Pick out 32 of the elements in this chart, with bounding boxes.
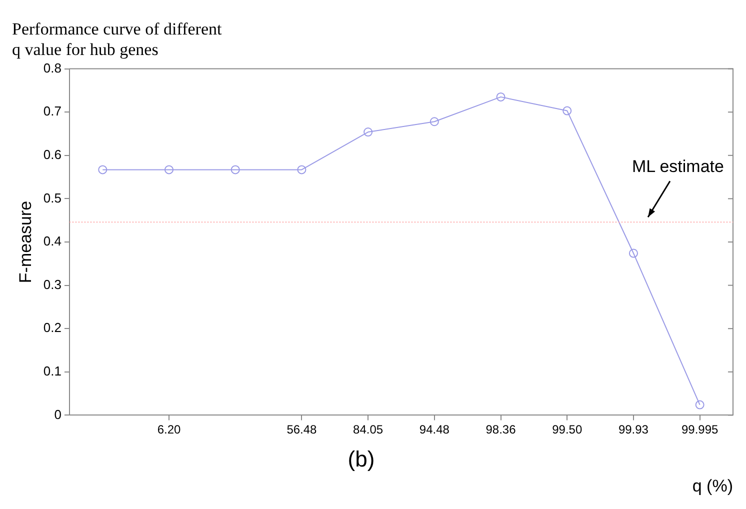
x-tick-label: 84.05 bbox=[353, 422, 384, 437]
text: (b) bbox=[348, 446, 375, 472]
point bbox=[562, 106, 572, 116]
x-tick-label: 6.20 bbox=[157, 422, 182, 437]
point bbox=[695, 400, 704, 410]
y-tick-label: 0.5 bbox=[43, 190, 62, 206]
y-axis-title: F-measure bbox=[16, 200, 35, 284]
point bbox=[628, 248, 638, 258]
point bbox=[297, 165, 306, 174]
chart-title: Performance curve of different q value for hub genes bbox=[12, 20, 222, 60]
ref-line-label: ML estimate bbox=[632, 156, 724, 176]
y-tick-label: 0.2 bbox=[43, 320, 62, 336]
x-tick-label: 99.93 bbox=[618, 422, 649, 437]
y-tick-label: 0.3 bbox=[43, 276, 62, 292]
point bbox=[164, 165, 174, 174]
x-tick-label: 99.50 bbox=[552, 422, 582, 437]
y-tick-label: 0.4 bbox=[43, 234, 62, 249]
x-axis-title: q (%) bbox=[692, 476, 733, 496]
x-tick-label: 94.48 bbox=[419, 422, 450, 437]
x-tick-label: 98.36 bbox=[486, 422, 516, 437]
y-tick-label: 0.6 bbox=[43, 146, 62, 162]
point bbox=[230, 165, 240, 174]
x-tick-label: 56.48 bbox=[286, 422, 318, 437]
y-tick-label: 0.7 bbox=[43, 104, 62, 119]
y-tick-label: 0.8 bbox=[43, 60, 62, 76]
point bbox=[496, 92, 506, 102]
point bbox=[364, 128, 373, 137]
y-tick-label: 0 bbox=[54, 406, 62, 422]
point bbox=[430, 117, 439, 126]
y-tick-label: 0.1 bbox=[43, 363, 62, 378]
point bbox=[98, 165, 108, 174]
x-tick-label: 99.995 bbox=[681, 422, 718, 437]
